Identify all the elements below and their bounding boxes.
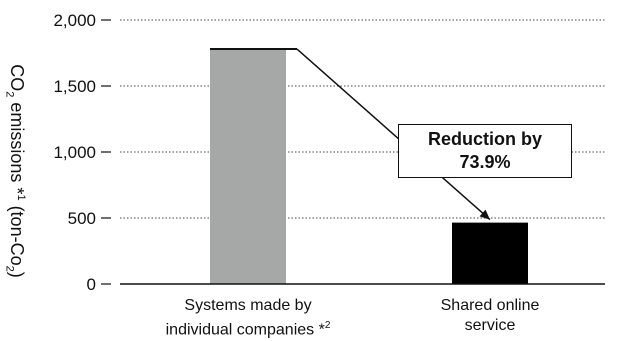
x-tick-label-shared: Shared online service (440, 297, 540, 334)
arrow-diagonal (296, 48, 491, 221)
y-axis-label: CO2 emissions *1 (ton-Co2) (3, 64, 27, 278)
y-axis-ticks: 0 500 1,000 1,500 2,000 (53, 11, 111, 294)
arrow-head (479, 209, 490, 220)
bar-shared-online-service (452, 222, 528, 284)
y-tick-label: 2,000 (53, 11, 96, 30)
y-tick-label: 1,000 (53, 143, 96, 162)
y-tick-label: 500 (68, 209, 96, 228)
gridlines (120, 19, 605, 219)
y-tick-label: 1,500 (53, 77, 96, 96)
reduction-callout: Reduction by 73.9% (398, 124, 572, 178)
bar-individual-companies (210, 49, 286, 284)
callout-line-2: 73.9% (459, 152, 511, 172)
y-tick-label: 0 (87, 275, 96, 294)
x-tick-label-individual: Systems made by individual companies *2 (165, 297, 331, 339)
bars (210, 49, 528, 284)
callout-line-1: Reduction by (427, 129, 542, 149)
reduction-arrow (210, 48, 491, 221)
